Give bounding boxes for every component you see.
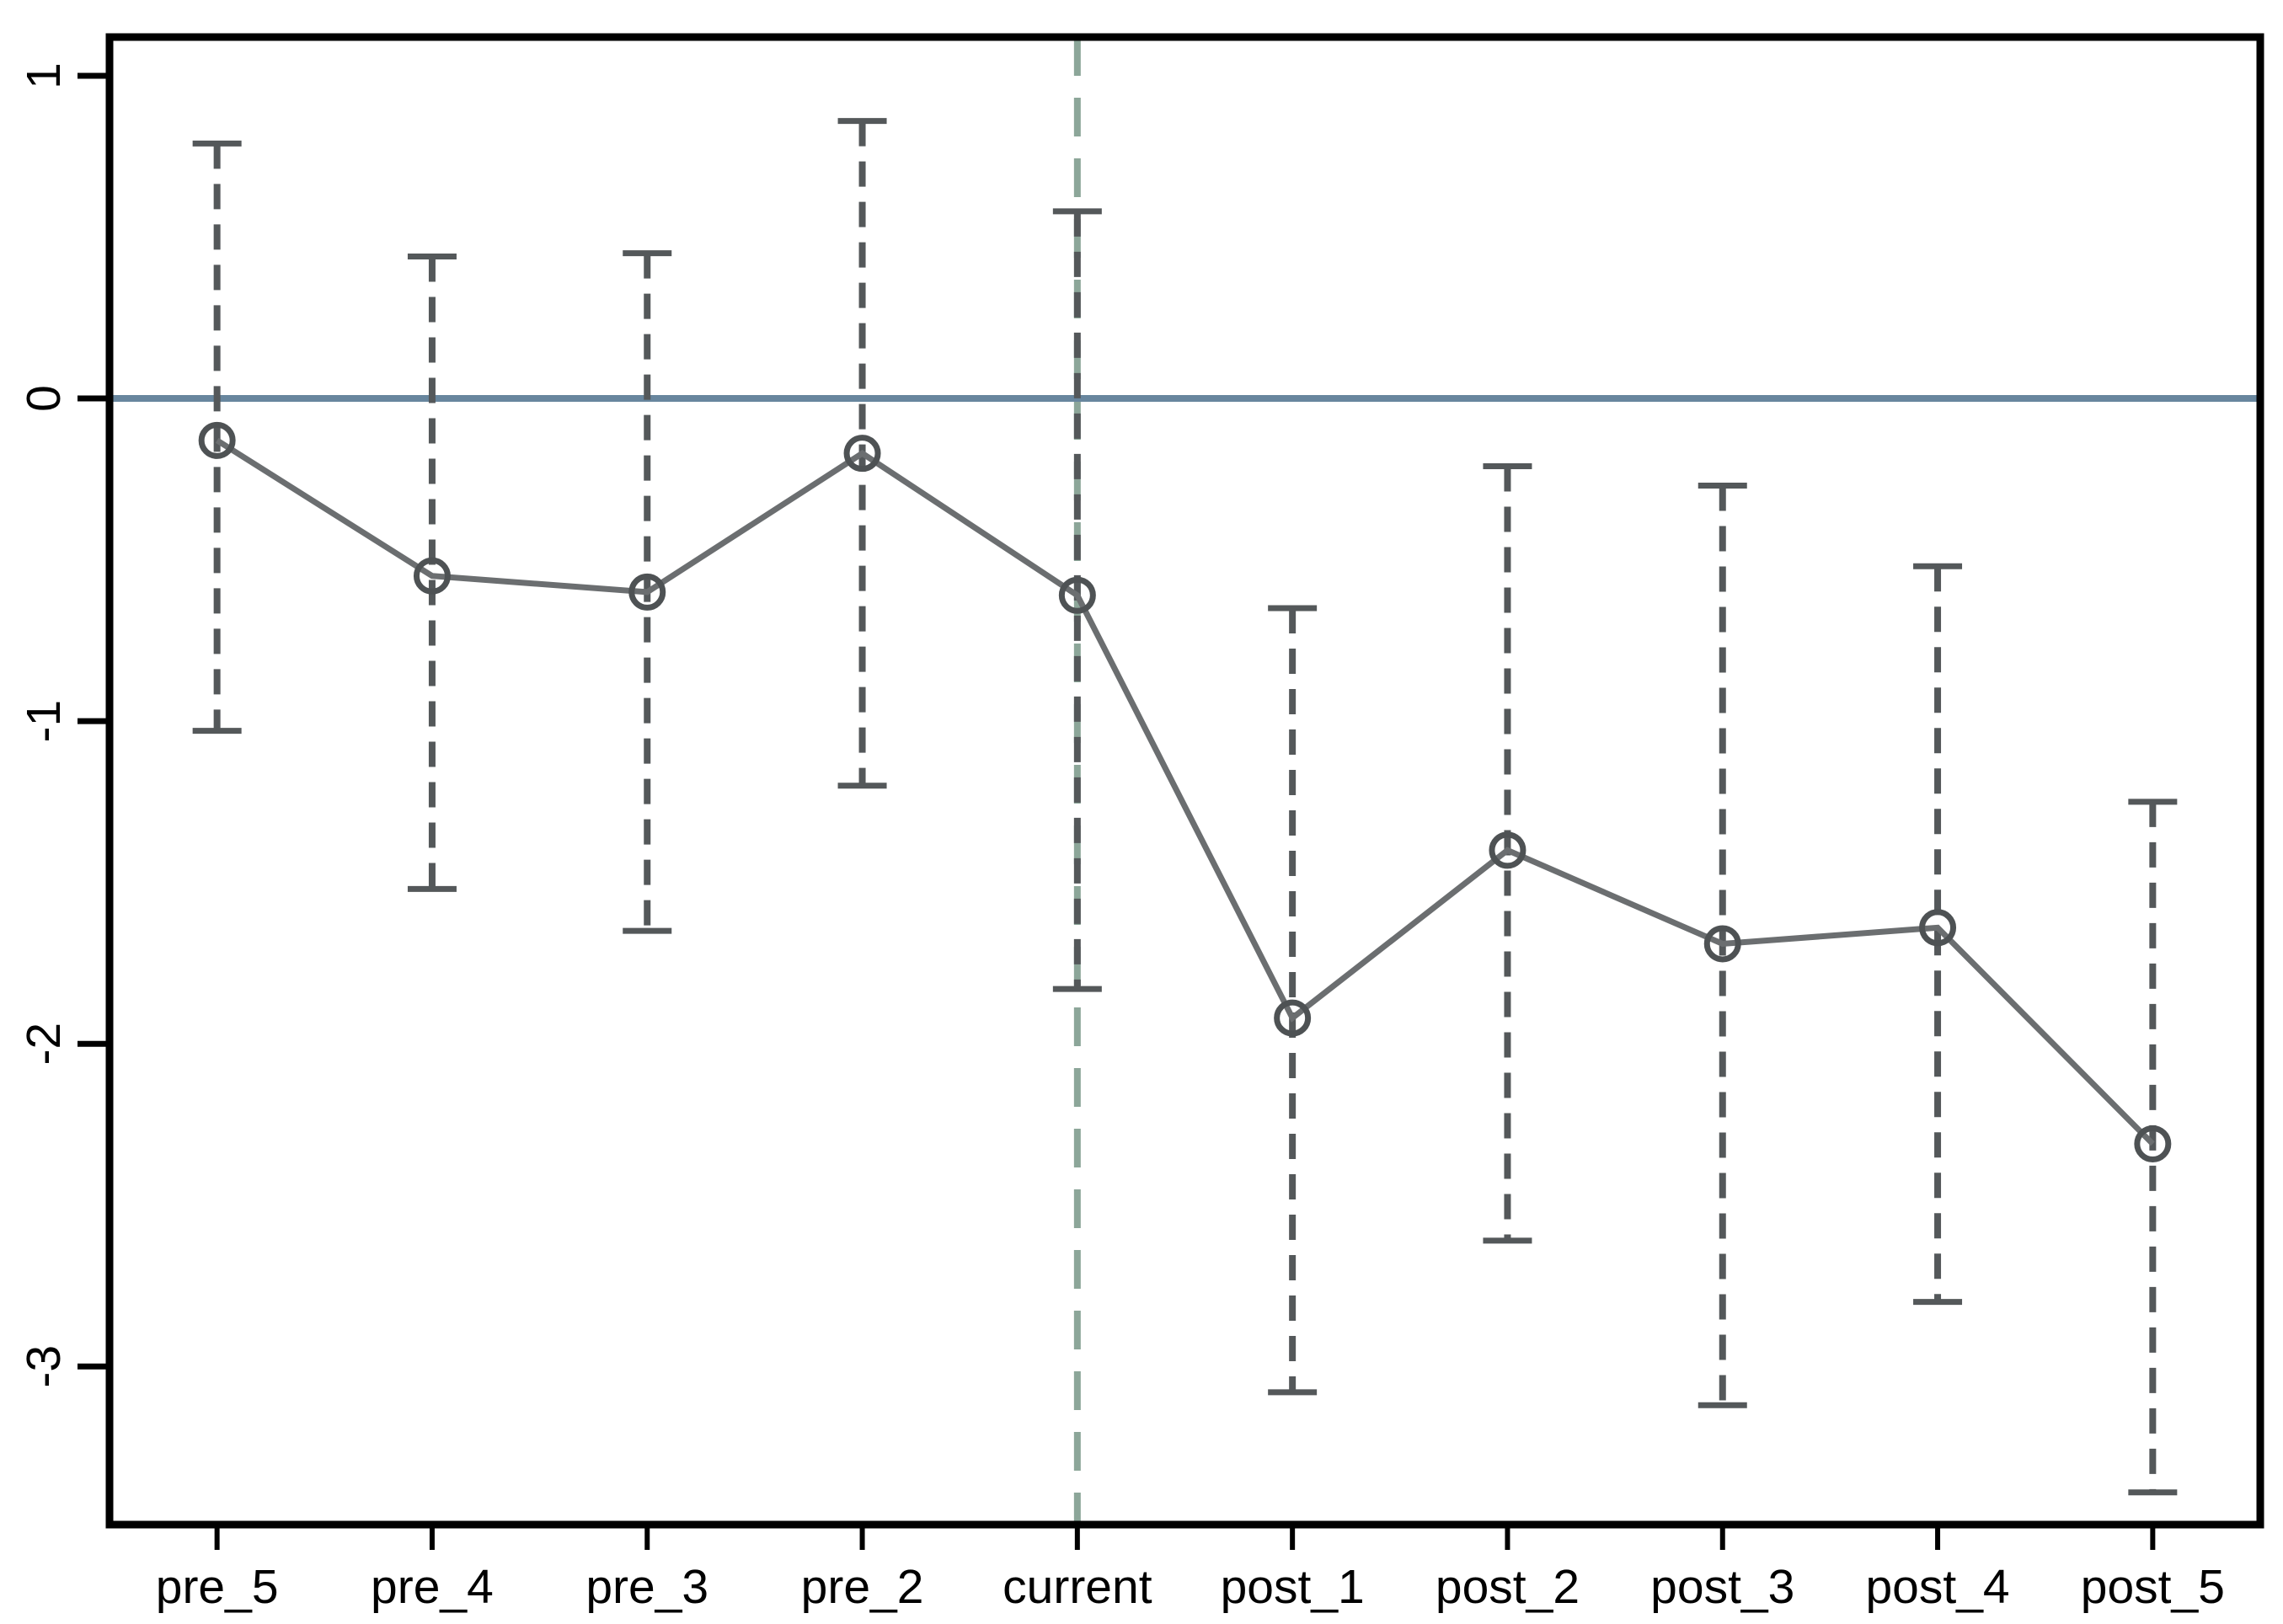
x-tick-label: pre_5 xyxy=(156,1560,279,1614)
data-point-marker xyxy=(413,557,451,595)
data-point-marker xyxy=(1703,925,1741,963)
data-point-marker xyxy=(1058,576,1096,614)
plot-border xyxy=(105,33,2264,1529)
data-point-marker xyxy=(1274,999,1312,1037)
x-tick-label: post_4 xyxy=(1865,1560,2009,1614)
y-tick-label: -1 xyxy=(17,700,71,743)
data-point-marker xyxy=(198,421,236,459)
x-tick-label: post_3 xyxy=(1650,1560,1794,1614)
data-point-marker xyxy=(2134,1125,2172,1162)
data-point-marker xyxy=(1919,909,1957,947)
trend-line xyxy=(215,437,2155,1146)
x-tick-label: post_5 xyxy=(2081,1560,2225,1614)
x-tick-label: post_2 xyxy=(1436,1560,1580,1614)
x-tick-label: pre_3 xyxy=(585,1560,708,1614)
y-tick-label: 0 xyxy=(17,385,71,412)
x-tick-label: pre_2 xyxy=(801,1560,924,1614)
x-tick-label: pre_4 xyxy=(371,1560,494,1614)
x-tick-label: post_1 xyxy=(1221,1560,1365,1614)
data-point-marker xyxy=(843,435,881,473)
x-tick-label: current xyxy=(1002,1560,1152,1614)
y-tick-label: -2 xyxy=(17,1023,71,1066)
y-tick-label: 1 xyxy=(17,62,71,89)
data-point-marker xyxy=(1489,831,1526,869)
data-point-marker xyxy=(628,573,666,611)
y-tick-label: -3 xyxy=(17,1345,71,1388)
